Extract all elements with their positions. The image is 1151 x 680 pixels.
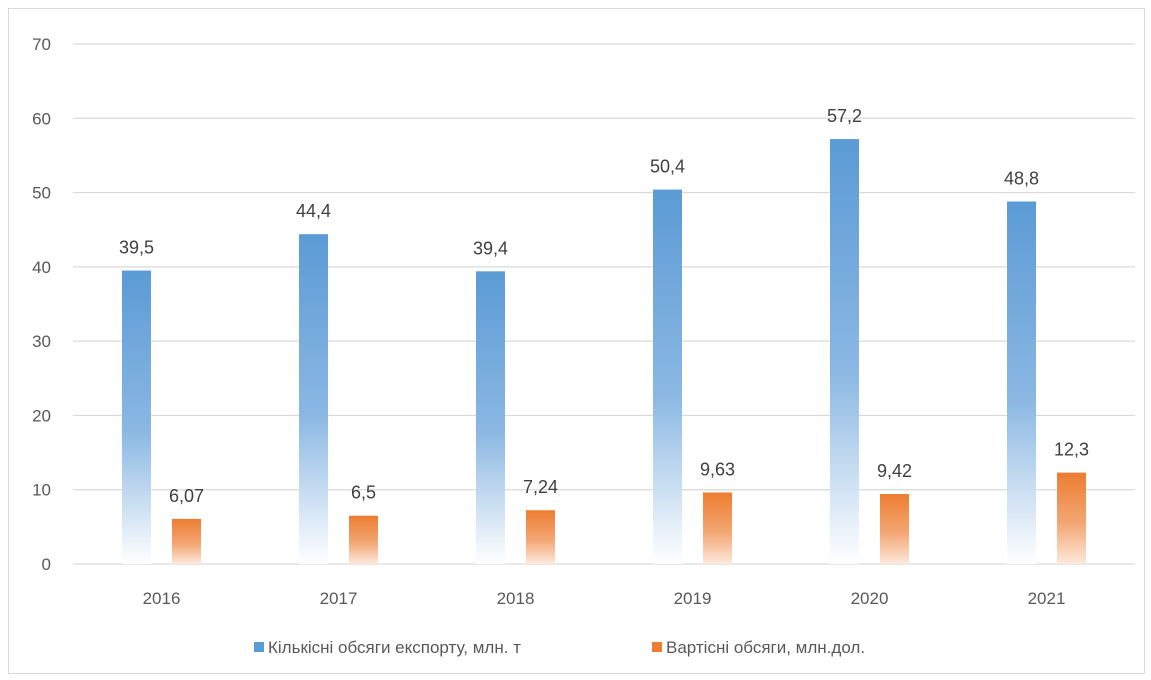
legend-item-export-volume-label: Кількісні обсяги експорту, млн. т xyxy=(268,638,521,657)
data-label-export-value: 12,3 xyxy=(1054,440,1089,460)
bar-export-value xyxy=(349,515,378,564)
data-labels: 39,5 6,07 44,4 6,5 39,4 7,24 50,4 9,63 57,2 9,42 4… xyxy=(119,106,1089,506)
bar-export-value xyxy=(1057,472,1086,564)
data-label-export-value: 7,24 xyxy=(523,477,558,497)
legend-item-export-volume-swatch xyxy=(254,642,264,652)
data-label-export-volume: 39,4 xyxy=(473,238,508,258)
data-label-export-value: 6,5 xyxy=(351,483,376,503)
x-axis-ticks: 2016 2017 2018 2019 2020 2021 xyxy=(143,589,1066,608)
bars xyxy=(122,139,1086,565)
y-tick-label: 70 xyxy=(32,35,51,54)
bar-export-value xyxy=(880,494,909,564)
bar-export-volume xyxy=(122,270,151,564)
y-tick-label: 10 xyxy=(32,481,51,500)
data-label-export-volume: 48,8 xyxy=(1004,168,1039,188)
bar-export-value xyxy=(172,518,201,564)
x-tick-label: 2019 xyxy=(674,589,712,608)
legend-item-export-value-label: Вартісні обсяги, млн.дол. xyxy=(666,638,865,657)
legend-item-export-value-swatch xyxy=(652,642,662,652)
data-label-export-value: 9,63 xyxy=(700,459,735,479)
y-tick-label: 30 xyxy=(32,332,51,351)
bar-export-volume xyxy=(830,139,859,565)
x-tick-label: 2018 xyxy=(497,589,535,608)
bar-export-value xyxy=(703,492,732,564)
bar-export-volume xyxy=(476,271,505,564)
bar-export-volume xyxy=(1007,201,1036,564)
data-label-export-value: 9,42 xyxy=(877,461,912,481)
x-tick-label: 2017 xyxy=(320,589,358,608)
y-axis-ticks: 0 10 20 30 40 50 60 70 xyxy=(32,35,51,574)
y-tick-label: 20 xyxy=(32,406,51,425)
x-tick-label: 2021 xyxy=(1028,589,1066,608)
x-tick-label: 2020 xyxy=(851,589,889,608)
data-label-export-volume: 39,5 xyxy=(119,238,154,258)
gridlines xyxy=(73,43,1135,565)
y-tick-label: 0 xyxy=(42,555,51,574)
data-label-export-volume: 57,2 xyxy=(827,106,862,126)
data-label-export-volume: 44,4 xyxy=(296,201,331,221)
bar-export-volume xyxy=(653,189,682,564)
data-label-export-volume: 50,4 xyxy=(650,157,685,177)
chart-frame: 0 10 20 30 40 50 60 70 39,5 6,07 44,4 6,5 39,4 7,24 5… xyxy=(8,8,1145,674)
bar-export-volume xyxy=(299,234,328,564)
y-tick-label: 60 xyxy=(32,109,51,128)
legend: Кількісні обсяги експорту, млн. т Вартісн… xyxy=(254,638,865,657)
y-tick-label: 40 xyxy=(32,258,51,277)
bar-chart: 0 10 20 30 40 50 60 70 39,5 6,07 44,4 6,5 39,4 7,24 5… xyxy=(32,35,1135,657)
x-tick-label: 2016 xyxy=(143,589,181,608)
y-tick-label: 50 xyxy=(32,184,51,203)
data-label-export-value: 6,07 xyxy=(169,486,204,506)
bar-export-value xyxy=(526,510,555,564)
